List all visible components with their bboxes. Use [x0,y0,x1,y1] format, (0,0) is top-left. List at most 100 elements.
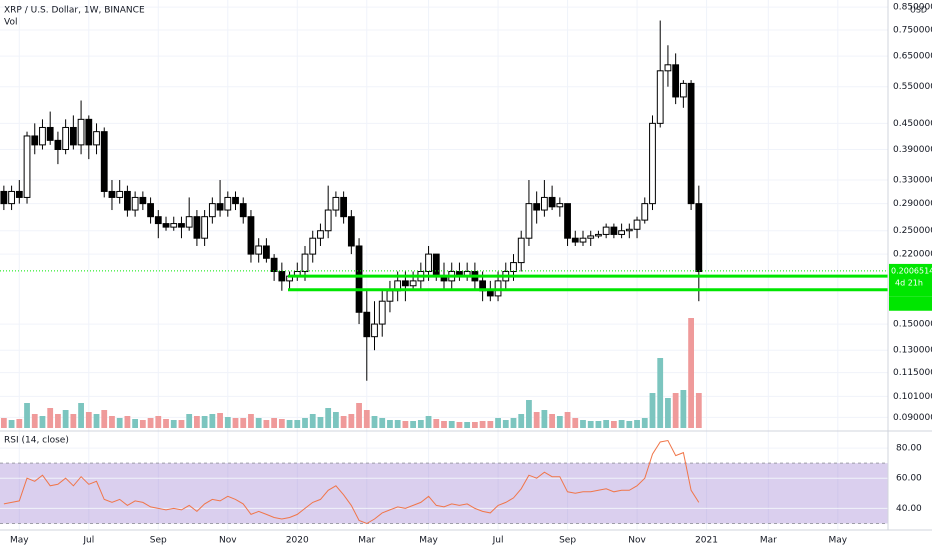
volume-bar [271,418,278,428]
candle-body [93,131,100,146]
volume-bar [587,421,594,428]
x-tick-label: Sep [150,536,167,546]
candle-body [355,245,363,313]
volume-bar [163,419,169,428]
volume-bar [526,400,532,428]
candle-body [108,190,116,198]
volume-bar [518,414,525,428]
volume-bar [286,420,293,428]
candle-body [347,216,355,247]
volume-bar [186,414,193,428]
volume-bar [147,418,154,428]
volume-bar [232,418,239,428]
volume-bar [201,416,208,428]
candle-body [340,196,348,218]
volume-bar [8,420,15,428]
volume-bar [688,318,694,428]
candle-body [39,126,46,146]
candle-body [602,226,610,235]
volume-bar [603,420,610,428]
candle-body [116,190,124,198]
candle-body [208,203,216,218]
volume-bar [62,410,69,428]
candle-body [656,70,664,124]
volume-bar [695,393,702,428]
volume-bar [394,420,401,428]
y-tick-label: 0.65000000 [893,52,932,62]
volume-bar [634,420,640,428]
candle-body [162,223,170,228]
volume-bar [109,416,115,428]
x-tick-label: Sep [559,536,576,546]
volume-bar [556,416,563,428]
volume-bar [402,421,409,428]
x-tick-label: Jul [82,536,94,546]
candle-body [641,203,649,221]
volume-bar [302,418,308,428]
candle-body [62,126,70,151]
rsi-tick-label: 60.00 [896,474,922,484]
candle-body [571,237,579,243]
volume-bar [572,418,579,428]
y-tick-label: 0.85000000 [893,3,932,13]
candle-body [185,216,193,228]
candle-body [0,190,8,205]
candle-body [556,203,564,208]
candle-body [139,196,147,205]
volume-bar [263,420,270,428]
volume-bar [379,418,386,428]
candle-body [23,135,31,198]
volume-bar [410,421,417,428]
volume-bar [649,393,656,428]
volume-bar [487,421,494,428]
candle-body [371,323,378,338]
volume-bar [39,416,46,428]
candle-body [324,209,332,232]
x-tick-label: 2021 [695,536,718,546]
candle-body [517,237,525,264]
y-tick-label: 0.22000000 [893,250,932,260]
y-tick-label: 0.25000000 [893,226,932,236]
candle-body [363,311,371,338]
volume-bar [356,403,362,428]
volume-bar [417,420,424,428]
plot [0,20,888,525]
volume-bar [665,398,671,428]
candle-body [378,300,386,325]
volume-bar [580,420,586,428]
candle-body [687,82,695,205]
candle-body [664,64,672,72]
candle-body [533,203,541,211]
volume-bar [55,414,61,428]
volume-bar [371,416,378,428]
volume-bar [209,414,216,428]
candle-body [540,196,548,211]
volume-bar [495,418,501,428]
y-tick-label: 0.45000000 [893,119,932,129]
candle-body [301,253,309,273]
candle-body [154,216,162,225]
candle-body [46,126,54,141]
grid [0,0,888,530]
volume-bar [294,420,301,428]
candle-body [548,196,556,208]
volume-label: Vol [4,18,17,28]
x-tick-label: Mar [358,536,375,546]
candle-body [8,190,15,205]
rsi-band [0,463,888,524]
candle-body [170,223,178,228]
candle-body [224,196,232,211]
volume-bar [456,422,463,428]
volume-bar [309,414,316,428]
y-tick-label: 0.09000000 [893,413,932,423]
candle-body [386,290,394,302]
volume-bar [47,408,54,428]
candle-body [216,203,224,211]
labels: 0.85000000 0.75000000 0.65000000 0.55000000… [10,3,932,546]
candle-body [124,190,131,211]
y-tick-label: 0.13000000 [893,346,932,356]
candle-body [255,245,263,255]
last-price-tag [889,263,932,290]
countdown-label: 4d 21h [895,278,923,287]
